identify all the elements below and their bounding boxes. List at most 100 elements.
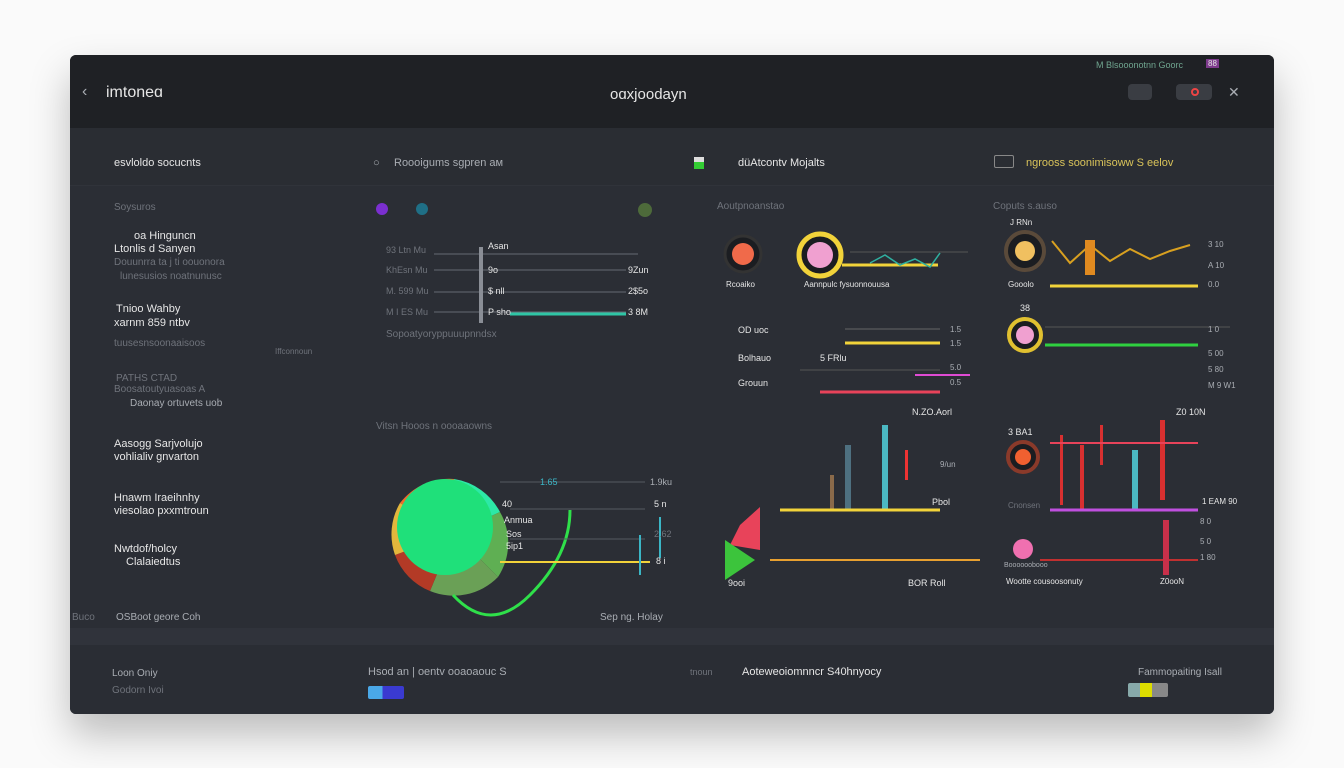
- subnav-item-3[interactable]: düAtcontv Mojalts: [738, 157, 825, 169]
- row-label: M I ES Mu: [386, 307, 429, 317]
- panel2-label: Grouun: [738, 378, 769, 388]
- panel2-value: 5.0: [950, 363, 962, 372]
- footer: Loon Oniy Godorn Ivoi Hsod an | oentv oo…: [70, 645, 1274, 714]
- pie-label: 40: [502, 499, 513, 509]
- brand-name: imtoneɑ: [106, 84, 163, 101]
- panel2-value: 9/un: [940, 460, 956, 469]
- pie-gridlines: [500, 481, 645, 540]
- footer-mid-label[interactable]: Hsod an | oentv ooaoaouc S: [368, 666, 507, 678]
- footer-center-prefix: tnoun: [690, 667, 713, 677]
- panel3-bars: [1060, 420, 1165, 510]
- pie-chart: [391, 478, 509, 596]
- panel3-label: Wootte cousoosonuty: [1006, 577, 1083, 586]
- row-right: 2$5o: [628, 286, 649, 296]
- panel2-value: 1.5: [950, 339, 962, 348]
- panel2-label: 5 FRlu: [820, 353, 847, 363]
- sidebar-item-2-desc: tuusesnsoonaaisoos: [114, 338, 206, 349]
- row-value: $ nll: [488, 286, 505, 296]
- page-title: oɑхjoodayn: [610, 86, 687, 103]
- legend-dot-purple: [376, 203, 388, 215]
- search-icon[interactable]: ○: [373, 157, 380, 169]
- subnav-item-4[interactable]: ngrooss soonimisoww S eelov: [1026, 157, 1174, 169]
- pie-label: Sos: [506, 529, 522, 539]
- panel2-label: Aannpulc fysuonnouusa: [804, 280, 890, 289]
- row-label: M. 599 Mu: [386, 286, 429, 296]
- panel3-value: 1 EAM 90: [1202, 497, 1238, 506]
- pie-value: 8 i: [656, 556, 666, 566]
- panel2-sparkline: [869, 252, 941, 268]
- row-value: P sho: [488, 307, 511, 317]
- panel1-gridlines: [434, 253, 638, 313]
- panel3-gauge-label: Boooooobooo: [1004, 562, 1048, 569]
- panel3-title: Coputs s.auso: [993, 201, 1057, 212]
- panel3-label: Cnonsen: [1008, 501, 1041, 510]
- sidebar-item-4[interactable]: Aasogg Sarjvolujo: [114, 438, 203, 450]
- sidebar-item-6-sub: Clalaiedtus: [126, 556, 181, 568]
- legend-dot-teal: [416, 203, 428, 215]
- row-label: KhEsn Mu: [386, 265, 428, 275]
- footer-center-label[interactable]: Aoteweoiomnncr S40hnyocy: [742, 666, 882, 678]
- pie-value: 2.62: [654, 529, 672, 539]
- sidebar-item-1-desc: Douunrra ta j ti oouonora: [114, 257, 225, 268]
- status-badge: 88: [1206, 59, 1219, 68]
- panel2-bars: [830, 425, 908, 510]
- record-icon[interactable]: [1176, 84, 1212, 100]
- sidebar-item-6[interactable]: Nwtdof/holcy: [114, 543, 177, 555]
- sidebar-item-1-sub: Ltonlis d Sanyen: [114, 243, 196, 255]
- row-value: 9o: [488, 265, 499, 275]
- panel3-label: J RNn: [1010, 218, 1033, 227]
- status-text: M Blsooonotnn Goorc: [1096, 60, 1184, 70]
- panel3-label: Gooolo: [1008, 280, 1034, 289]
- panel2-title: Aoutpnoanstao: [717, 201, 785, 212]
- panel2-label: Rcoaiko: [726, 280, 755, 289]
- sidebar-item-3[interactable]: PATHS CTAD: [116, 373, 178, 384]
- panel3-value: 0.0: [1208, 280, 1220, 289]
- panel2-label: OD uoc: [738, 325, 769, 335]
- panel1-section-title: Vitsn Hooos n oooaaowns: [376, 421, 493, 432]
- triangle-icon: [730, 507, 760, 550]
- panel3-value: 8 0: [1200, 517, 1212, 526]
- panel2-value: 0.5: [950, 378, 962, 387]
- close-icon[interactable]: ✕: [1228, 84, 1240, 100]
- sidebar-item-2[interactable]: Tnioo Wahby: [116, 303, 181, 315]
- panel3-value: 5 80: [1208, 365, 1224, 374]
- panel3-value: 5 0: [1200, 537, 1212, 546]
- panel1-footer: Sep ng. Holay: [600, 612, 663, 623]
- camera-icon[interactable]: [1128, 84, 1152, 100]
- legend-dot-green: [638, 203, 652, 217]
- panel3-value: A 10: [1208, 261, 1225, 270]
- sidebar-item-1[interactable]: oa Hinguncn: [134, 230, 196, 242]
- dashboard-window: ‹ imtoneɑ oɑхjoodayn M Blsooonotnn Goorc…: [70, 55, 1274, 714]
- footer-left-sub: Godorn Ivoi: [112, 685, 164, 696]
- row-right: 3 8M: [628, 307, 649, 317]
- pie-curve: [451, 509, 572, 617]
- divider-strip: [70, 628, 1274, 645]
- sidebar-footer-left: Buco: [72, 612, 95, 623]
- sidebar-item-1-desc2: lunesusios noatnunusc: [120, 271, 222, 282]
- sidebar-section: Soysuros: [114, 202, 156, 213]
- header: ‹ imtoneɑ oɑхjoodayn M Blsooonotnn Goorc…: [70, 55, 1274, 128]
- sidebar-item-5[interactable]: Hnawm Iraeihnhy: [114, 492, 200, 504]
- panel2-label: Pbol: [932, 497, 951, 507]
- image-icon: [994, 155, 1014, 168]
- footer-right-label[interactable]: Fammopaiting Isall: [1138, 667, 1222, 678]
- sidebar-footer: OSBoot geore Coh: [116, 612, 201, 623]
- panel3-label: 38: [1020, 303, 1031, 313]
- panel1-axis: [479, 247, 483, 323]
- sidebar-item-5-sub: viesolao pxxmtroun: [114, 505, 209, 517]
- footer-mid-thumbnail[interactable]: [368, 686, 404, 699]
- sidebar-item-3-sub: Boosatoutyuasoas A: [114, 384, 206, 395]
- panel1-caption: Sopoatyoryppuuupnndsx: [386, 329, 497, 340]
- sidebar-item-3-desc: Daonay ortuvets uob: [130, 398, 223, 409]
- pie-label: 5ip1: [506, 541, 524, 551]
- back-icon[interactable]: ‹: [82, 83, 88, 100]
- gauge-icon-6: [1013, 539, 1033, 559]
- subnav-item-1[interactable]: esvloldo socucnts: [114, 157, 201, 169]
- triangle-icon: [725, 540, 755, 580]
- row-label: 93 Ltn Mu: [386, 245, 427, 255]
- subnav-item-2[interactable]: Roooigums sgpren ам: [394, 157, 504, 169]
- footer-right-thumbnail[interactable]: [1128, 683, 1168, 697]
- panel2-label: Bolhauo: [738, 353, 772, 363]
- panel3-value: M 9 W1: [1208, 381, 1236, 390]
- pie-value: 1.9ku: [650, 477, 673, 487]
